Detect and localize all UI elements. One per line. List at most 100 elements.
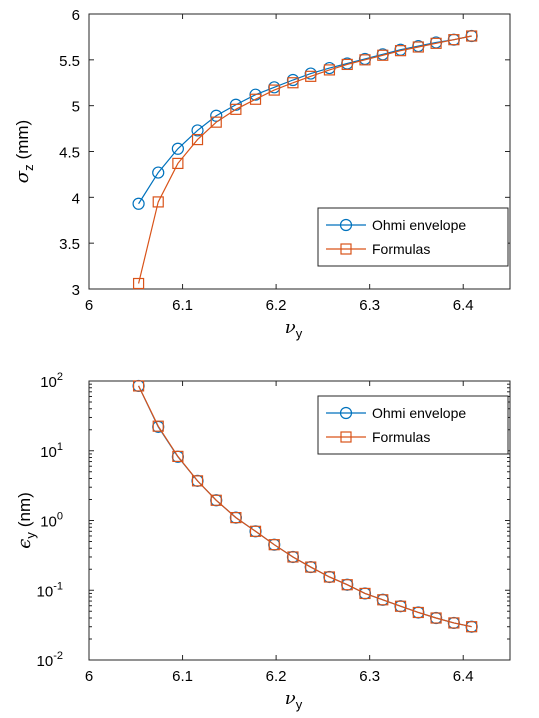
legend-label: Ohmi envelope (372, 217, 466, 233)
data-point (132, 380, 145, 392)
y-tick-label: 5.5 (59, 53, 80, 70)
data-point (377, 49, 389, 61)
data-point (466, 621, 478, 633)
x-tick-label: 6.1 (172, 668, 193, 685)
legend-marker (340, 243, 352, 255)
y-tick-label: 4.5 (59, 145, 80, 162)
y-axis-label: ϵy (nm) (14, 492, 38, 549)
series-line (137, 35, 472, 284)
data-point (448, 617, 460, 629)
data-point (210, 116, 222, 128)
y-axis-symbol: σ (12, 170, 33, 183)
x-tick-label: 6.4 (453, 668, 474, 685)
y-tick-base: 10 (37, 583, 54, 600)
x-tick-label: 6.3 (359, 297, 380, 314)
legend: Ohmi envelope Formulas (317, 207, 509, 267)
x-tick-label: 6.3 (359, 668, 380, 685)
y-tick-exponent: -1 (53, 580, 63, 592)
legend-box (317, 395, 509, 455)
x-tick-label: 6 (85, 297, 93, 314)
y-axis-subscript: y (23, 532, 38, 539)
y-tick-label: 101 (40, 441, 63, 461)
legend: Ohmi envelope Formulas (317, 395, 509, 455)
series-line (138, 35, 472, 205)
data-point (230, 103, 242, 115)
data-point (394, 600, 407, 612)
data-point (394, 45, 407, 57)
x-axis-subscript: y (296, 697, 303, 712)
legend-marker (340, 431, 352, 443)
data-point (430, 37, 442, 49)
y-tick-base: 10 (40, 444, 57, 461)
legend-marker (339, 406, 353, 420)
legend-label: Ohmi envelope (372, 405, 466, 421)
y-tick-label: 4 (72, 190, 80, 207)
series-line (138, 385, 472, 628)
y-tick-exponent: 0 (57, 511, 63, 523)
y-tick-exponent: 1 (57, 441, 63, 453)
data-point (323, 571, 336, 583)
y-tick-label: 5 (72, 99, 80, 116)
data-point (152, 166, 165, 179)
y-tick-label: 3.5 (59, 236, 80, 253)
data-point (305, 561, 317, 573)
y-tick-label: 10-1 (37, 580, 63, 600)
data-point (341, 579, 353, 591)
data-point (412, 606, 424, 619)
y-tick-base: 10 (40, 374, 57, 391)
data-point (323, 64, 336, 76)
data-point (249, 93, 262, 105)
legend-label: Formulas (372, 429, 430, 445)
data-point (210, 109, 223, 122)
y-tick-label: 102 (40, 371, 63, 391)
data-point (191, 124, 204, 137)
x-tick-label: 6 (85, 668, 93, 685)
data-point (412, 41, 424, 53)
x-axis-label: νy (285, 688, 303, 712)
chart-panel-2: 6 6.1 6.2 6.3 6.410-210-1100101102νyϵy(nm)Oh… (14, 371, 511, 712)
data-point (359, 587, 371, 600)
data-point (132, 277, 145, 290)
data-point (172, 157, 184, 170)
data-point (132, 197, 145, 210)
data-point (448, 34, 460, 46)
y-axis-unit: (nm) (15, 492, 34, 527)
data-point (230, 512, 242, 524)
y-tick-base: 10 (40, 514, 57, 531)
y-axis-symbol: ϵ (14, 539, 35, 549)
data-point (249, 525, 262, 537)
x-tick-label: 6.1 (172, 297, 193, 314)
data-point (287, 77, 299, 89)
x-tick-label: 6.4 (453, 297, 474, 314)
data-point (152, 196, 164, 208)
x-axis-symbol: ν (285, 688, 296, 709)
x-axis-label: νy (285, 317, 303, 341)
series-formulas (132, 380, 478, 633)
y-tick-base: 10 (37, 653, 54, 670)
x-axis-subscript: y (296, 326, 303, 341)
data-point (466, 30, 478, 42)
data-point (377, 594, 389, 606)
y-tick-label: 100 (40, 511, 63, 531)
legend-box (317, 207, 509, 267)
x-tick-label: 6.2 (266, 668, 287, 685)
data-point (268, 539, 280, 551)
data-point (359, 54, 371, 66)
y-axis-subscript: z (21, 164, 36, 171)
y-tick-exponent: -2 (53, 650, 63, 662)
data-point (287, 551, 299, 563)
y-tick-label: 10-2 (37, 650, 63, 670)
series-formulas (132, 30, 478, 290)
data-point (152, 420, 164, 432)
data-point (430, 612, 442, 624)
data-point (268, 84, 280, 96)
y-tick-exponent: 2 (57, 371, 63, 383)
y-tick-label: 6 (72, 7, 80, 24)
y-axis-label: σz (mm) (12, 120, 36, 183)
chart-panel-1: 6 6.1 6.2 6.3 6.4 3 3.5 4 4.5 5 5.5 6 νy σz (mm) Ohmi e… (12, 7, 511, 341)
data-point (171, 142, 184, 155)
data-point (305, 70, 317, 82)
y-tick-label: 3 (72, 282, 80, 299)
data-point (341, 58, 353, 71)
